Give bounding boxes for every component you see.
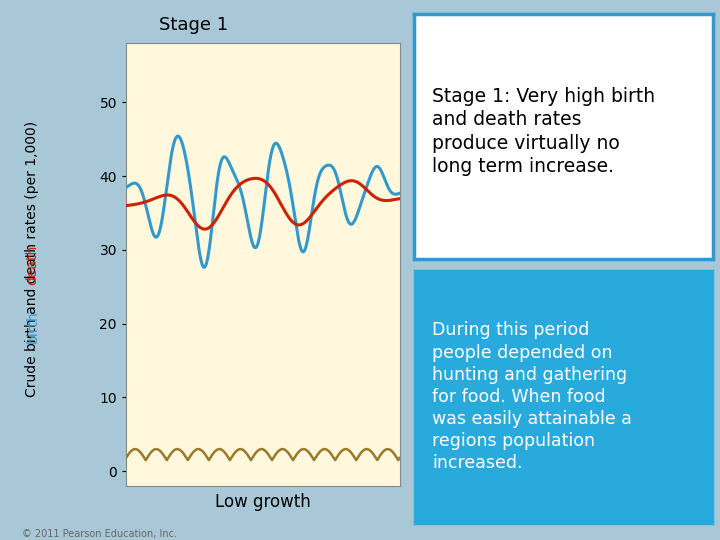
Text: Stage 1: Stage 1 bbox=[159, 16, 228, 35]
Text: During this period
people depended on
hunting and gathering
for food. When food
: During this period people depended on hu… bbox=[432, 321, 632, 472]
Text: death: death bbox=[25, 245, 40, 286]
Text: © 2011 Pearson Education, Inc.: © 2011 Pearson Education, Inc. bbox=[22, 529, 176, 539]
X-axis label: Low growth: Low growth bbox=[215, 493, 310, 511]
Text: birth: birth bbox=[25, 310, 40, 342]
Text: Stage 1: Very high birth
and death rates
produce virtually no
long term increase: Stage 1: Very high birth and death rates… bbox=[432, 87, 655, 176]
Text: Crude birth and death rates (per 1,000): Crude birth and death rates (per 1,000) bbox=[25, 121, 40, 397]
